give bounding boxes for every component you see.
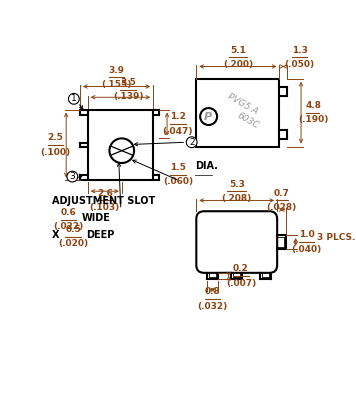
Text: ADJUSTMENT SLOT: ADJUSTMENT SLOT <box>52 196 155 206</box>
Text: 3: 3 <box>69 172 75 181</box>
FancyBboxPatch shape <box>196 211 277 273</box>
Text: 2.5: 2.5 <box>47 133 63 142</box>
Text: DIA.: DIA. <box>195 162 218 172</box>
Text: PVG5 A: PVG5 A <box>226 92 260 117</box>
Text: 1.2: 1.2 <box>170 112 186 121</box>
Text: 4.8: 4.8 <box>305 101 321 110</box>
Text: (.060): (.060) <box>163 177 193 186</box>
Text: (.208): (.208) <box>221 194 252 203</box>
Text: (.032): (.032) <box>197 302 227 311</box>
Text: (.040): (.040) <box>291 245 321 254</box>
Text: 603C: 603C <box>235 111 260 130</box>
Text: (.022): (.022) <box>53 222 84 232</box>
Text: 1: 1 <box>71 94 77 103</box>
Text: (.103): (.103) <box>90 203 120 212</box>
Text: P: P <box>204 112 212 122</box>
Text: 3 PLCS.: 3 PLCS. <box>317 233 356 242</box>
Circle shape <box>186 137 197 148</box>
Circle shape <box>109 138 134 163</box>
Text: 3.5: 3.5 <box>120 78 136 87</box>
Text: (.190): (.190) <box>298 115 329 124</box>
Text: 0.5: 0.5 <box>65 225 81 234</box>
Text: X: X <box>52 230 59 240</box>
Text: 0.8: 0.8 <box>205 287 220 296</box>
Text: WIDE: WIDE <box>82 213 110 223</box>
Text: (.047): (.047) <box>163 127 193 136</box>
Text: 0.6: 0.6 <box>61 208 77 217</box>
Circle shape <box>67 171 78 182</box>
Text: (.007): (.007) <box>226 279 256 288</box>
Text: (.020): (.020) <box>58 239 88 248</box>
Text: 2: 2 <box>189 138 194 147</box>
Text: 1.5: 1.5 <box>170 163 186 172</box>
Text: 5.3: 5.3 <box>229 180 245 188</box>
Text: 0.7: 0.7 <box>274 189 290 198</box>
Text: (.200): (.200) <box>223 60 253 69</box>
Text: 0.2: 0.2 <box>233 264 249 273</box>
Bar <box>88 110 153 180</box>
Circle shape <box>200 108 217 125</box>
Circle shape <box>68 94 79 104</box>
Text: 2.6: 2.6 <box>97 189 113 198</box>
Text: (.028): (.028) <box>267 203 297 212</box>
Text: 3.9: 3.9 <box>109 66 125 74</box>
Text: DEEP: DEEP <box>86 230 115 240</box>
Text: 1.0: 1.0 <box>299 230 314 239</box>
Text: (.155): (.155) <box>101 80 132 89</box>
Text: 1.3: 1.3 <box>292 46 308 54</box>
Text: (.139): (.139) <box>113 92 143 101</box>
Text: (.100): (.100) <box>40 148 70 157</box>
Text: (.050): (.050) <box>284 60 315 69</box>
Bar <box>196 79 279 146</box>
Text: 5.1: 5.1 <box>230 46 246 54</box>
